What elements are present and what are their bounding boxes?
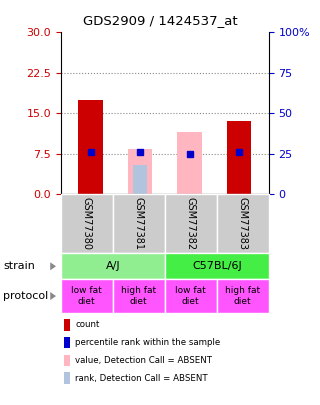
Text: rank, Detection Call = ABSENT: rank, Detection Call = ABSENT — [75, 374, 208, 383]
Text: low fat
diet: low fat diet — [175, 286, 206, 306]
Bar — [177, 132, 202, 194]
Text: C57BL/6J: C57BL/6J — [192, 261, 242, 271]
Text: GSM77382: GSM77382 — [186, 197, 196, 250]
Text: protocol: protocol — [3, 291, 48, 301]
Text: count: count — [75, 320, 100, 329]
Text: GSM77380: GSM77380 — [82, 197, 92, 250]
Text: GDS2909 / 1424537_at: GDS2909 / 1424537_at — [83, 14, 237, 27]
Bar — [128, 149, 152, 194]
Bar — [78, 100, 103, 194]
Text: low fat
diet: low fat diet — [71, 286, 102, 306]
Bar — [227, 122, 252, 194]
Text: GSM77383: GSM77383 — [238, 197, 248, 250]
Text: GSM77381: GSM77381 — [134, 197, 144, 250]
Text: high fat
diet: high fat diet — [225, 286, 260, 306]
Text: percentile rank within the sample: percentile rank within the sample — [75, 338, 220, 347]
Text: high fat
diet: high fat diet — [121, 286, 156, 306]
Text: value, Detection Call = ABSENT: value, Detection Call = ABSENT — [75, 356, 212, 365]
Text: A/J: A/J — [106, 261, 120, 271]
Bar — [133, 165, 147, 194]
Text: strain: strain — [3, 261, 35, 271]
